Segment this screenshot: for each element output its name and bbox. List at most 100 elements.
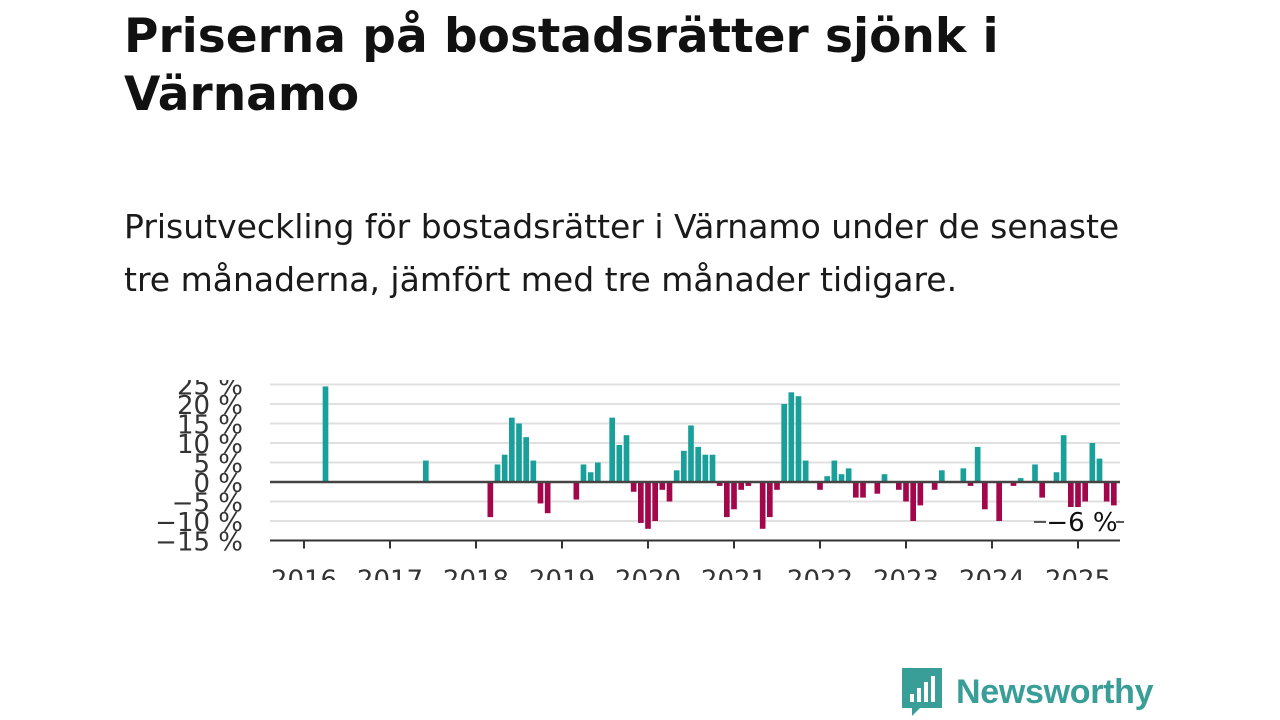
bar	[874, 482, 881, 494]
bar	[845, 468, 852, 482]
bar	[423, 460, 429, 482]
bar	[939, 470, 945, 482]
bar	[831, 460, 838, 482]
x-tick-label: 2018	[443, 566, 509, 581]
bar	[544, 482, 551, 514]
bar	[702, 454, 709, 482]
bar	[716, 482, 723, 486]
bar	[509, 417, 515, 482]
bar	[1075, 482, 1081, 521]
x-tick-label: 2016	[271, 566, 337, 581]
bar	[695, 446, 701, 482]
bar	[616, 444, 623, 482]
bar	[881, 474, 888, 482]
logo-text: Newsworthy	[956, 672, 1154, 711]
bar	[795, 396, 802, 482]
bar	[1096, 458, 1103, 482]
bar	[516, 423, 522, 482]
x-tick-label: 2025	[1045, 566, 1111, 581]
bar	[537, 482, 544, 504]
bar	[738, 482, 744, 490]
bar	[896, 482, 902, 490]
bar	[501, 454, 508, 482]
y-tick-label: 0 %	[193, 469, 243, 499]
bar	[609, 417, 615, 482]
bar	[731, 482, 737, 510]
bar	[974, 446, 981, 482]
bar	[1089, 443, 1096, 482]
bar	[967, 482, 974, 486]
bar	[652, 482, 658, 521]
bar	[759, 482, 766, 529]
bar	[931, 482, 938, 490]
chart-title: Priserna på bostadsrätter sjönk i Värnam…	[124, 9, 999, 122]
bar	[1010, 482, 1017, 486]
bar	[903, 482, 909, 502]
bar	[1017, 478, 1024, 482]
x-tick-label: 2022	[787, 566, 853, 581]
newsworthy-logo: Newsworthy	[902, 668, 1154, 716]
bar	[788, 392, 795, 482]
bar	[322, 386, 329, 482]
bar	[573, 482, 580, 500]
bar	[745, 482, 752, 486]
y-tick-label: −10 %	[155, 508, 243, 538]
bar	[595, 462, 601, 482]
bar	[824, 476, 830, 482]
bar	[1032, 464, 1038, 482]
bar	[1111, 482, 1117, 506]
bar	[1068, 482, 1074, 518]
bar	[645, 482, 651, 529]
bar	[530, 460, 537, 482]
y-tick-label: 25 %	[177, 380, 243, 402]
bar	[1053, 472, 1060, 482]
x-tick-label: 2019	[529, 566, 595, 581]
y-tick-label: 15 %	[177, 411, 243, 441]
bar	[860, 482, 866, 498]
bar	[996, 482, 1002, 521]
x-tick-label: 2021	[701, 566, 767, 581]
bar	[688, 425, 694, 482]
bar	[487, 482, 494, 518]
bar	[666, 482, 673, 502]
bar	[1082, 482, 1088, 502]
y-tick-label: 10 %	[177, 430, 243, 460]
bar	[681, 450, 687, 482]
bar	[802, 460, 809, 482]
bar	[838, 474, 845, 482]
bar	[580, 464, 587, 482]
y-tick-label: 30 %	[177, 380, 243, 382]
bar	[817, 482, 823, 490]
y-tick-label: −15 %	[155, 528, 243, 558]
bar	[709, 454, 716, 482]
bar	[982, 482, 988, 510]
bar	[587, 472, 594, 482]
bar	[960, 468, 967, 482]
y-tick-label: 5 %	[193, 450, 243, 480]
bar	[781, 404, 787, 482]
y-tick-label: −5 %	[172, 489, 243, 519]
bar	[1103, 482, 1110, 502]
last-value-label-bg	[1046, 507, 1118, 537]
x-tick-label: 2020	[615, 566, 681, 581]
bar	[638, 482, 644, 523]
bar	[623, 435, 630, 482]
bar	[1060, 435, 1067, 482]
newsworthy-chart-icon	[902, 668, 942, 716]
bar	[853, 482, 859, 498]
x-tick-label: 2023	[873, 566, 939, 581]
bar	[523, 437, 529, 482]
bar	[630, 482, 637, 492]
bar	[494, 464, 501, 482]
y-tick-label: 20 %	[177, 391, 243, 421]
chart-subtitle: Prisutveckling för bostadsrätter i Värna…	[124, 207, 1120, 299]
x-tick-label: 2017	[357, 566, 423, 581]
bar	[910, 482, 916, 521]
bar-chart: −15 %−10 %−5 %0 %5 %10 %15 %20 %25 %30 %…	[155, 380, 1124, 581]
bar	[767, 482, 773, 518]
bar	[659, 482, 666, 490]
bar	[673, 470, 680, 482]
bar	[1039, 482, 1045, 498]
bar	[917, 482, 924, 506]
last-value-label: −6 %	[1046, 508, 1117, 538]
